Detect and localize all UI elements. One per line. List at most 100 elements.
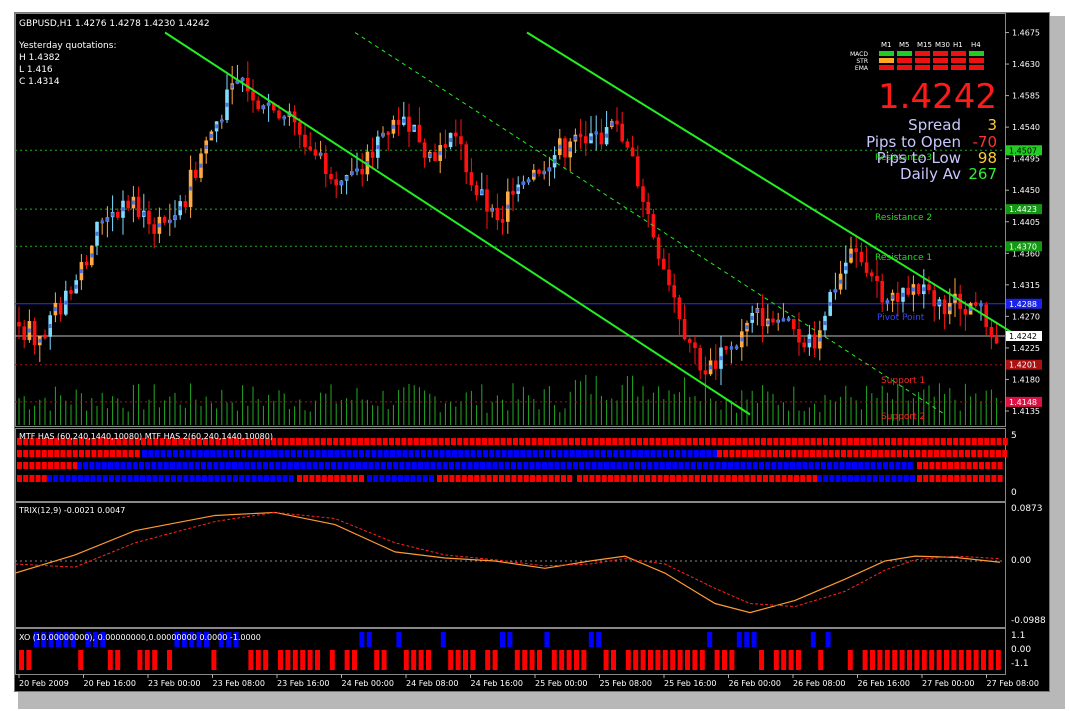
ha-body bbox=[329, 174, 333, 179]
has-cell bbox=[628, 462, 634, 469]
has-cell bbox=[1002, 438, 1008, 445]
xo-bar-down bbox=[625, 650, 631, 670]
xo-bar-down bbox=[951, 650, 957, 670]
has-cell bbox=[741, 450, 747, 457]
has-cell bbox=[91, 438, 97, 445]
ha-body bbox=[282, 115, 286, 120]
has-cell bbox=[593, 438, 599, 445]
ha-body bbox=[490, 207, 494, 212]
has-cell bbox=[841, 438, 847, 445]
ha-body bbox=[496, 212, 499, 217]
has-cell bbox=[179, 450, 185, 457]
has-cell bbox=[461, 475, 467, 482]
has-cell bbox=[917, 475, 922, 482]
has-cell bbox=[630, 438, 636, 445]
has-cell bbox=[694, 475, 700, 482]
has-cell bbox=[23, 462, 29, 469]
ha-body bbox=[459, 138, 463, 143]
has-cell bbox=[715, 462, 721, 469]
ha-body bbox=[111, 212, 114, 217]
has-cell bbox=[377, 450, 383, 457]
has-cell bbox=[318, 462, 324, 469]
chart-canvas[interactable]: 1.4675 1.4630 1.4585 1.4540 1.4495 1.4450 1.44… bbox=[15, 13, 1051, 693]
has-cell bbox=[79, 438, 84, 445]
has-cell bbox=[903, 438, 909, 445]
ha-body bbox=[932, 296, 936, 301]
has-cell bbox=[866, 475, 872, 482]
has-cell bbox=[132, 462, 138, 469]
has-cell bbox=[120, 462, 126, 469]
has-cell bbox=[954, 462, 960, 469]
ha-body bbox=[579, 133, 582, 138]
has-cell bbox=[966, 462, 972, 469]
has-cell bbox=[766, 450, 772, 457]
price-tag-label-s2: 1.4148 bbox=[1009, 398, 1037, 407]
has-cell bbox=[90, 475, 96, 482]
has-cell bbox=[852, 462, 857, 469]
has-cell bbox=[763, 475, 768, 482]
time-tick-label: 23 Feb 00:00 bbox=[148, 679, 200, 688]
has-cell bbox=[721, 462, 727, 469]
has-cell bbox=[334, 450, 340, 457]
ha-body bbox=[230, 84, 234, 89]
ha-body bbox=[267, 102, 270, 107]
has-cell bbox=[383, 450, 389, 457]
has-cell bbox=[688, 475, 694, 482]
has-cell bbox=[283, 438, 289, 445]
price-tag-current bbox=[1006, 330, 1042, 341]
has-cell bbox=[380, 462, 386, 469]
has-cell bbox=[114, 462, 120, 469]
has-cell bbox=[582, 450, 588, 457]
xo-bar-down bbox=[773, 650, 779, 670]
has-cell bbox=[709, 462, 715, 469]
xo-bar-down bbox=[403, 650, 409, 670]
has-cell bbox=[35, 450, 41, 457]
info-col-M30: M30 bbox=[935, 41, 950, 49]
has-cell bbox=[314, 438, 320, 445]
xo-bar-down bbox=[870, 650, 875, 670]
has-cell bbox=[532, 450, 538, 457]
has-cell bbox=[834, 450, 840, 457]
has-cell bbox=[965, 438, 971, 445]
ha-body bbox=[750, 315, 754, 320]
has-cell bbox=[128, 450, 134, 457]
has-cell bbox=[792, 438, 797, 445]
has-cell bbox=[597, 462, 603, 469]
ha-body bbox=[340, 180, 343, 185]
has-cell bbox=[940, 450, 946, 457]
candles[interactable] bbox=[17, 61, 999, 388]
has-cell bbox=[390, 450, 395, 457]
ha-body bbox=[995, 338, 998, 343]
has-cell bbox=[376, 438, 382, 445]
has-cell bbox=[455, 462, 461, 469]
has-cell bbox=[183, 475, 189, 482]
ha-body bbox=[272, 104, 276, 109]
ha-body bbox=[854, 248, 858, 253]
has-cell bbox=[723, 450, 729, 457]
ha-body bbox=[90, 253, 94, 258]
has-cell bbox=[647, 462, 653, 469]
ha-body bbox=[792, 322, 796, 327]
ha-body bbox=[880, 289, 884, 294]
info-col-H1: H1 bbox=[953, 41, 963, 49]
has-cell bbox=[761, 438, 766, 445]
has-cell bbox=[247, 450, 253, 457]
has-cell bbox=[404, 475, 410, 482]
has-cell bbox=[531, 438, 537, 445]
trix-panel-label: TRIX(12,9) -0.0021 0.0047 bbox=[18, 506, 125, 515]
has-cell bbox=[271, 438, 277, 445]
has-cell bbox=[451, 438, 456, 445]
has-cell bbox=[281, 462, 287, 469]
has-cell bbox=[133, 475, 139, 482]
has-cell bbox=[854, 475, 860, 482]
ha-body bbox=[121, 207, 125, 212]
xo-bar-up bbox=[366, 632, 372, 647]
has-cell bbox=[734, 462, 740, 469]
has-cell bbox=[941, 462, 947, 469]
has-cell bbox=[645, 475, 651, 482]
xo-bar-down bbox=[529, 650, 535, 670]
has-cell bbox=[644, 450, 650, 457]
xo-bar-down bbox=[485, 650, 491, 670]
info-cell bbox=[933, 65, 948, 70]
channel-lines[interactable] bbox=[164, 31, 1021, 416]
